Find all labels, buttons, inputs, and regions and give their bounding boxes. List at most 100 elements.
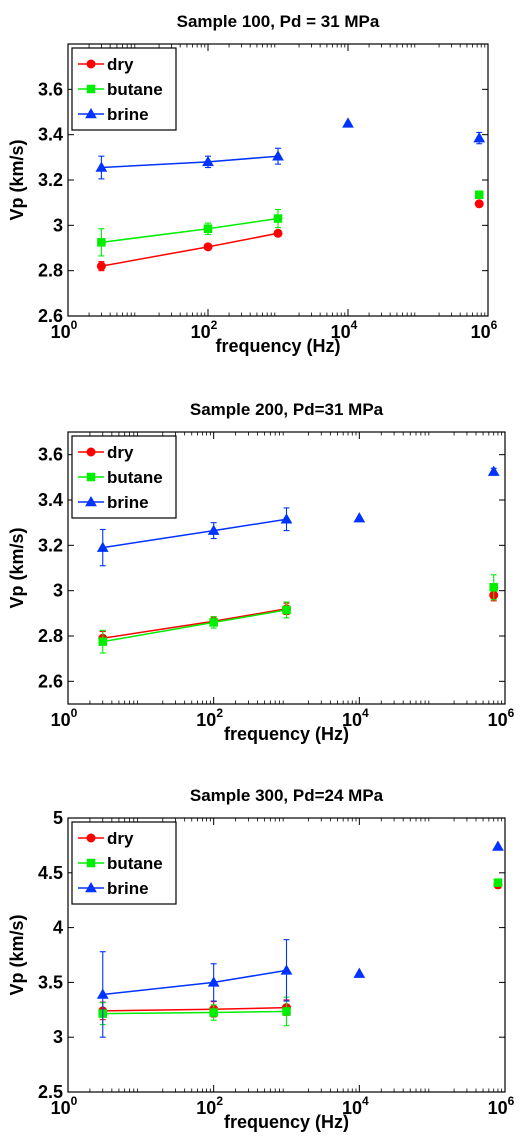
data-point-triangle: [353, 512, 366, 523]
legend: dry butane brine: [71, 47, 177, 131]
x-tick-label: 102: [196, 706, 223, 730]
data-point-square: [209, 618, 218, 627]
data-point-triangle: [202, 155, 214, 167]
legend-entry-brine: brine: [78, 105, 149, 124]
data-point-circle: [86, 59, 96, 69]
data-point-triangle: [207, 524, 220, 535]
data-point-triangle: [280, 513, 293, 524]
data-point-triangle: [85, 107, 97, 119]
x-tick-base: 10: [51, 322, 71, 342]
x-tick-base: 10: [191, 322, 211, 342]
y-tick-label: 3.4: [38, 125, 63, 145]
data-point-circle: [86, 447, 96, 457]
x-axis-label: frequency (Hz): [224, 1112, 349, 1132]
x-axis-label: frequency (Hz): [224, 724, 349, 744]
legend-entry-butane: butane: [78, 468, 163, 487]
data-point-triangle: [85, 881, 97, 893]
data-point-square: [493, 878, 503, 887]
y-tick-label: 5: [53, 808, 63, 828]
x-tick-exponent: 6: [508, 1094, 515, 1108]
series-dry: [96, 199, 484, 272]
y-tick-label: 4.5: [38, 863, 63, 883]
y-tick-label: 3.5: [38, 972, 63, 992]
y-tick-label: 4: [53, 918, 63, 938]
x-tick-exponent: 0: [71, 706, 78, 720]
legend-entry-brine: brine: [78, 493, 149, 512]
data-point-square: [475, 190, 484, 199]
x-tick-label: 106: [471, 318, 498, 342]
data-point-triangle: [207, 976, 220, 987]
x-tick-exponent: 6: [491, 318, 498, 332]
data-point-square: [86, 472, 96, 482]
x-tick-label: 102: [191, 318, 218, 342]
x-tick-exponent: 4: [362, 706, 369, 720]
x-tick-exponent: 0: [71, 318, 78, 332]
y-tick-label: 3: [53, 581, 63, 601]
x-tick-label: 100: [51, 318, 78, 342]
series-brine: [96, 465, 500, 567]
x-tick-label: 100: [51, 1094, 78, 1118]
x-tick-label: 100: [51, 706, 78, 730]
legend-label: butane: [107, 854, 163, 873]
x-tick-exponent: 2: [216, 706, 223, 720]
data-point-triangle: [280, 964, 293, 975]
data-point-triangle: [96, 988, 109, 999]
x-tick-exponent: 6: [508, 706, 515, 720]
series-butane: [97, 190, 484, 257]
y-tick-label: 3.6: [38, 79, 63, 99]
legend-entry-butane: butane: [78, 854, 163, 873]
chart-title: Sample 100, Pd = 31 MPa: [177, 12, 380, 31]
data-point-square: [98, 637, 108, 646]
chart-panel-1: Sample 100, Pd = 31 MPa 2.6 2.8 3 3.2 3.4 3.6 1…: [7, 12, 498, 356]
x-tick-base: 10: [488, 710, 508, 730]
legend-label: brine: [107, 105, 149, 124]
data-point-square: [97, 238, 106, 247]
y-tick-label: 2.6: [38, 671, 63, 691]
x-tick-base: 10: [51, 710, 71, 730]
x-tick-label: 104: [331, 318, 358, 342]
legend-label: dry: [107, 55, 134, 74]
chart-title: Sample 300, Pd=24 MPa: [190, 786, 384, 805]
x-tick-base: 10: [471, 322, 491, 342]
x-tick-exponent: 4: [362, 1094, 369, 1108]
data-point-square: [86, 858, 96, 868]
legend-label: brine: [107, 879, 149, 898]
y-axis-label: Vp (km/s): [7, 914, 27, 995]
series-brine: [96, 840, 504, 1038]
y-tick-label: 3.4: [38, 490, 63, 510]
data-point-triangle: [342, 117, 354, 128]
legend-label: brine: [107, 493, 149, 512]
chart-panel-2: Sample 200, Pd=31 MPa2.62.833.23.43.6100…: [7, 400, 515, 744]
x-tick-label: 104: [342, 1094, 369, 1118]
y-tick-label: 2.8: [38, 261, 63, 281]
y-axis-label: Vp (km/s): [7, 527, 27, 608]
chart-title: Sample 200, Pd=31 MPa: [190, 400, 384, 419]
data-point-circle: [474, 199, 484, 209]
y-axis-label: Vp (km/s): [7, 139, 27, 220]
data-point-triangle: [95, 161, 108, 172]
data-point-circle: [203, 242, 213, 252]
data-point-circle: [96, 261, 106, 271]
data-point-square: [273, 214, 283, 223]
data-point-square: [209, 1008, 218, 1017]
x-tick-label: 104: [342, 706, 369, 730]
y-tick-label: 2.5: [38, 1082, 63, 1102]
data-point-square: [282, 1007, 291, 1016]
x-tick-exponent: 2: [211, 318, 218, 332]
series-brine: [95, 117, 486, 180]
x-tick-label: 106: [488, 706, 515, 730]
x-tick-exponent: 0: [71, 1094, 78, 1108]
legend: dry butane brine: [71, 821, 177, 905]
x-tick-label: 106: [488, 1094, 515, 1118]
data-point-triangle: [473, 132, 486, 143]
x-tick-base: 10: [488, 1098, 508, 1118]
y-tick-label: 2.8: [38, 626, 63, 646]
y-tick-label: 3: [53, 215, 63, 235]
x-tick-base: 10: [342, 1098, 362, 1118]
legend-label: dry: [107, 829, 134, 848]
x-axis-label: frequency (Hz): [215, 336, 340, 356]
data-point-triangle: [487, 465, 500, 476]
legend-label: dry: [107, 443, 134, 462]
